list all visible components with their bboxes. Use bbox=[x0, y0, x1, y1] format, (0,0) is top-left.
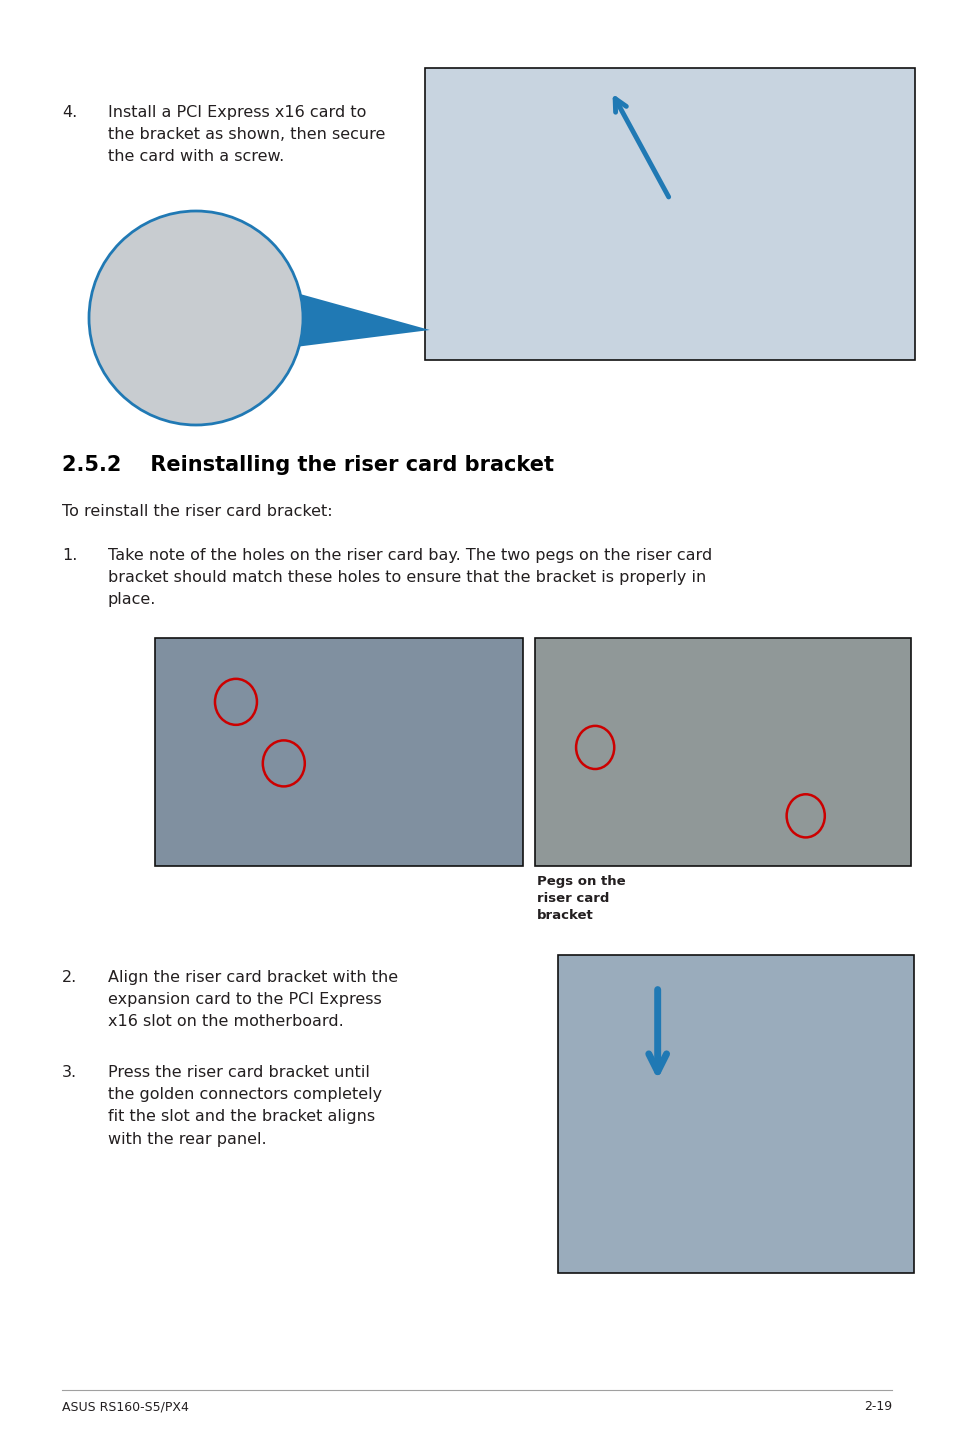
Text: Align the riser card bracket with the
expansion card to the PCI Express
x16 slot: Align the riser card bracket with the ex… bbox=[108, 971, 397, 1030]
Text: 2.5.2    Reinstalling the riser card bracket: 2.5.2 Reinstalling the riser card bracke… bbox=[62, 454, 554, 475]
Text: Pegs on the
riser card
bracket: Pegs on the riser card bracket bbox=[537, 874, 625, 922]
Bar bbox=[154, 638, 522, 866]
Bar bbox=[535, 638, 910, 866]
Text: 2-19: 2-19 bbox=[863, 1401, 891, 1414]
Text: Press the riser card bracket until
the golden connectors completely
fit the slot: Press the riser card bracket until the g… bbox=[108, 1066, 382, 1146]
Ellipse shape bbox=[89, 211, 303, 426]
Polygon shape bbox=[271, 286, 429, 349]
Text: 2.: 2. bbox=[62, 971, 77, 985]
Text: To reinstall the riser card bracket:: To reinstall the riser card bracket: bbox=[62, 503, 333, 519]
Text: 4.: 4. bbox=[62, 105, 77, 119]
Text: Install a PCI Express x16 card to
the bracket as shown, then secure
the card wit: Install a PCI Express x16 card to the br… bbox=[108, 105, 385, 164]
Text: ASUS RS160-S5/PX4: ASUS RS160-S5/PX4 bbox=[62, 1401, 189, 1414]
Text: 3.: 3. bbox=[62, 1066, 77, 1080]
Bar bbox=[558, 955, 913, 1273]
Text: 1.: 1. bbox=[62, 548, 77, 564]
Text: Take note of the holes on the riser card bay. The two pegs on the riser card
bra: Take note of the holes on the riser card… bbox=[108, 548, 712, 607]
Bar bbox=[424, 68, 914, 360]
